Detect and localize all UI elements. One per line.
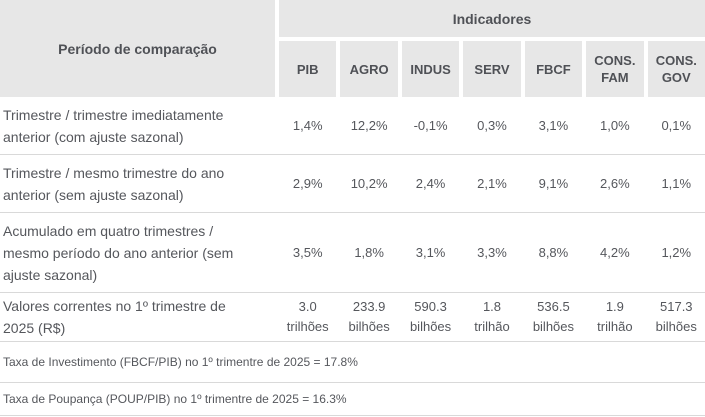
- value-cell: 3.0 trilhões: [286, 299, 329, 334]
- value-cell: 590.3 bilhões: [409, 299, 452, 334]
- value-cell: 3,1%: [415, 244, 446, 260]
- column-header-indus: INDUS: [401, 41, 460, 97]
- value-cell: 0,3%: [477, 117, 507, 133]
- value-cell: 12,2%: [350, 117, 388, 133]
- indicators-header: Indicadores: [279, 0, 705, 37]
- savings-rate-footnote: Taxa de Poupança (POUP/PIB) no 1º trimen…: [0, 383, 705, 416]
- value-cell: 1,1%: [661, 175, 692, 191]
- column-header-pib: PIB: [279, 41, 337, 97]
- value-cell: 1,8%: [354, 244, 384, 260]
- value-cell: 2,9%: [292, 175, 323, 191]
- period-comparison-header: Período de comparação: [0, 0, 275, 97]
- table-row: Trimestre / mesmo trimestre do ano anter…: [0, 155, 705, 213]
- value-cell: 9,1%: [538, 175, 569, 191]
- value-cell: 1,0%: [600, 117, 630, 133]
- value-cell: 2,1%: [477, 175, 507, 191]
- value-cell: 233.9 bilhões: [348, 299, 390, 334]
- table-row: Acumulado em quatro trimestres / mesmo p…: [0, 213, 705, 293]
- value-cell: 517.3 bilhões: [655, 299, 697, 334]
- row-label: Trimestre / trimestre imediatamente ante…: [3, 106, 224, 145]
- value-cell: 1.9 trilhão: [597, 299, 633, 334]
- row-label: Trimestre / mesmo trimestre do ano anter…: [3, 164, 225, 203]
- value-cell: 536.5 bilhões: [532, 299, 575, 334]
- value-cell: 1,2%: [661, 244, 692, 260]
- value-cell: 2,4%: [415, 175, 446, 191]
- value-cell: 2,6%: [600, 175, 630, 191]
- column-header-cons-fam: CONS. FAM: [586, 41, 644, 97]
- column-header-agro: AGRO: [340, 41, 398, 97]
- value-cell: 1.8 trilhão: [474, 299, 510, 334]
- table-row: Valores correntes no 1º trimestre de 202…: [0, 293, 705, 342]
- row-label: Acumulado em quatro trimestres / mesmo p…: [3, 222, 234, 283]
- column-header-serv: SERV: [463, 41, 521, 97]
- table-row: Trimestre / trimestre imediatamente ante…: [0, 97, 705, 155]
- row-label: Valores correntes no 1º trimestre de 202…: [3, 298, 226, 336]
- value-cell: 10,2%: [350, 175, 388, 191]
- value-cell: 3,5%: [292, 244, 323, 260]
- value-cell: 4,2%: [600, 244, 630, 260]
- value-cell: -0,1%: [413, 117, 448, 133]
- investment-rate-footnote: Taxa de Investimento (FBCF/PIB) no 1º tr…: [0, 342, 705, 383]
- value-cell: 3,3%: [477, 244, 507, 260]
- value-cell: 8,8%: [538, 244, 569, 260]
- column-header-fbcf: FBCF: [524, 41, 583, 97]
- value-cell: 3,1%: [538, 117, 569, 133]
- table-header: Período de comparação Indicadores PIB AG…: [0, 0, 705, 97]
- column-header-cons-gov: CONS. GOV: [647, 41, 705, 97]
- value-cell: 0,1%: [661, 117, 692, 133]
- value-cell: 1,4%: [292, 117, 323, 133]
